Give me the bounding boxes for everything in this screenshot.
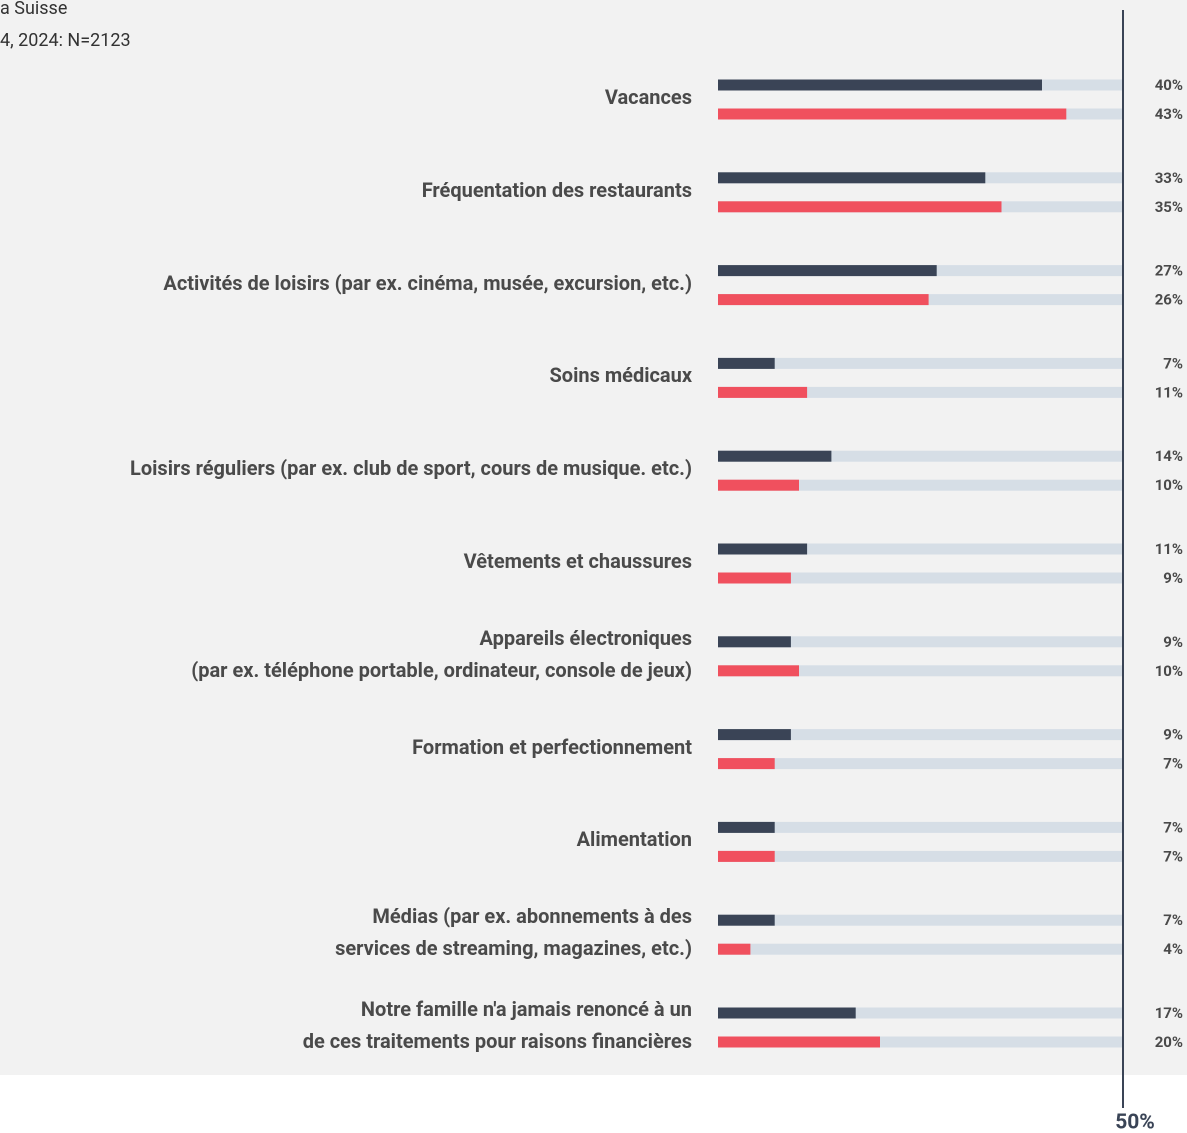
bar — [718, 850, 775, 862]
bar — [718, 79, 1042, 91]
bar-track — [718, 758, 1123, 770]
bar — [718, 450, 832, 462]
category-label: Appareils électroniques (par ex. télépho… — [191, 625, 692, 682]
value-label: 9% — [1163, 633, 1183, 651]
value-label: 40% — [1155, 76, 1183, 94]
subtitle: a Suisse — [0, 0, 68, 19]
bar-track — [718, 543, 1123, 555]
bar-track — [718, 357, 1123, 369]
value-label: 9% — [1163, 726, 1183, 744]
value-label: 7% — [1163, 755, 1183, 773]
category-label: Fréquentation des restaurants — [421, 177, 692, 202]
bar-track — [718, 1036, 1123, 1048]
bar — [718, 665, 799, 677]
value-label: 7% — [1163, 818, 1183, 836]
category-label: Formation et perfectionnement — [412, 734, 692, 759]
bar — [718, 386, 808, 398]
category-label: Médias (par ex. abonnements à des servic… — [335, 904, 692, 961]
value-label: 10% — [1155, 476, 1183, 494]
bar — [718, 357, 775, 369]
bar — [718, 172, 986, 184]
category-label: Loisirs réguliers (par ex. club de sport… — [130, 456, 692, 481]
value-label: 43% — [1155, 105, 1183, 123]
bar-track — [718, 729, 1123, 741]
bar — [718, 572, 791, 584]
value-label: 9% — [1163, 569, 1183, 587]
bar-track — [718, 450, 1123, 462]
bar — [718, 1007, 856, 1019]
category-label: Soins médicaux — [549, 363, 692, 388]
bar — [718, 543, 808, 555]
value-label: 10% — [1155, 662, 1183, 680]
subtitle: 4, 2024: N=2123 — [0, 30, 131, 51]
bar-track — [718, 943, 1123, 955]
bar-track — [718, 386, 1123, 398]
bar — [718, 108, 1067, 120]
value-label: 35% — [1155, 198, 1183, 216]
category-label: Vacances — [604, 85, 692, 109]
value-label: 4% — [1163, 940, 1183, 958]
bar — [718, 201, 1002, 213]
value-label: 7% — [1163, 847, 1183, 865]
bar-track — [718, 1007, 1123, 1019]
value-label: 11% — [1155, 383, 1183, 401]
value-label: 27% — [1155, 262, 1183, 280]
bar-track — [718, 479, 1123, 491]
bar-track — [718, 636, 1123, 648]
bar — [718, 914, 775, 926]
value-label: 7% — [1163, 354, 1183, 372]
category-label: Vêtements et chaussures — [463, 549, 692, 573]
value-label: 33% — [1155, 169, 1183, 187]
bar-track — [718, 821, 1123, 833]
bar-track — [718, 914, 1123, 926]
bar — [718, 265, 937, 277]
bar — [718, 758, 775, 770]
bar — [718, 479, 799, 491]
bar — [718, 821, 775, 833]
value-label: 11% — [1155, 540, 1183, 558]
value-label: 17% — [1155, 1004, 1183, 1022]
bar-track — [718, 665, 1123, 677]
category-label: Alimentation — [576, 827, 692, 852]
category-label: Activités de loisirs (par ex. cinéma, mu… — [163, 270, 692, 295]
value-label: 14% — [1155, 447, 1183, 465]
bar — [718, 636, 791, 648]
bar — [718, 729, 791, 741]
category-label: Notre famille n'a jamais renoncé à un de… — [302, 997, 692, 1053]
bar — [718, 943, 751, 955]
value-label: 7% — [1163, 911, 1183, 929]
bar-track — [718, 572, 1123, 584]
bar — [718, 1036, 880, 1048]
value-label: 20% — [1155, 1033, 1183, 1051]
bar-track — [718, 850, 1123, 862]
x-tick-label: 50% — [1115, 1111, 1155, 1133]
value-label: 26% — [1155, 291, 1183, 309]
bar — [718, 294, 929, 306]
